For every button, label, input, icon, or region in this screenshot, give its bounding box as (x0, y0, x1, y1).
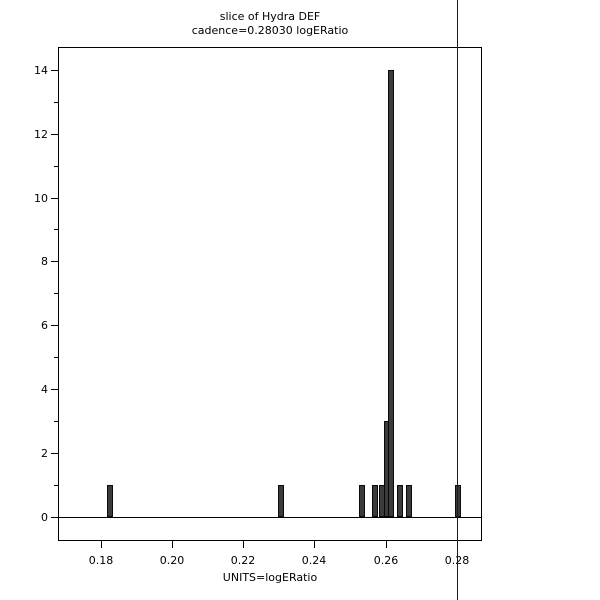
x-tick-label-0-24: 0.24 (301, 554, 327, 567)
chart-title-line-1: slice of Hydra DEF (219, 10, 321, 23)
plot-frame (58, 47, 482, 517)
y-tick-label-8: 8 (41, 255, 48, 268)
y-tick-minor-1 (54, 485, 59, 486)
x-tick-0-22 (243, 540, 244, 548)
x-tick-label-0-18: 0.18 (88, 554, 114, 567)
y-tick-4 (51, 389, 59, 390)
y-tick-minor-13 (54, 102, 59, 103)
y-tick-label-6: 6 (41, 319, 48, 332)
plot-frame-right-lower (481, 517, 482, 541)
y-tick-label-12: 12 (34, 128, 48, 141)
y-tick-minor-7 (54, 293, 59, 294)
y-tick-0 (51, 517, 59, 518)
y-tick-minor-3 (54, 421, 59, 422)
y-tick-minor-11 (54, 166, 59, 167)
x-axis-line (58, 517, 482, 518)
y-tick-label-10: 10 (34, 192, 48, 205)
x-axis-title: UNITS=logERatio (222, 571, 318, 584)
plot-frame-left-lower (58, 517, 59, 541)
y-tick-2 (51, 453, 59, 454)
y-tick-10 (51, 198, 59, 199)
x-tick-label-0-20: 0.20 (159, 554, 185, 567)
y-tick-14 (51, 70, 59, 71)
chart-title-line-2: cadence=0.28030 logERatio (191, 24, 349, 37)
x-tick-0-20 (172, 540, 173, 548)
y-tick-label-14: 14 (34, 64, 48, 77)
y-tick-12 (51, 134, 59, 135)
x-tick-label-0-26: 0.26 (373, 554, 399, 567)
x-tick-label-0-22: 0.22 (230, 554, 256, 567)
chart-title: slice of Hydra DEF cadence=0.28030 logER… (0, 10, 540, 38)
x-tick-0-24 (314, 540, 315, 548)
plot-frame-bottom (58, 540, 482, 541)
y-tick-minor-5 (54, 357, 59, 358)
cadence-cursor-line (457, 0, 458, 600)
y-tick-label-4: 4 (41, 383, 48, 396)
y-tick-minor-9 (54, 229, 59, 230)
x-tick-0-18 (101, 540, 102, 548)
y-tick-label-0: 0 (41, 511, 48, 524)
x-tick-0-26 (386, 540, 387, 548)
y-tick-8 (51, 261, 59, 262)
y-tick-label-2: 2 (41, 447, 48, 460)
y-tick-6 (51, 325, 59, 326)
